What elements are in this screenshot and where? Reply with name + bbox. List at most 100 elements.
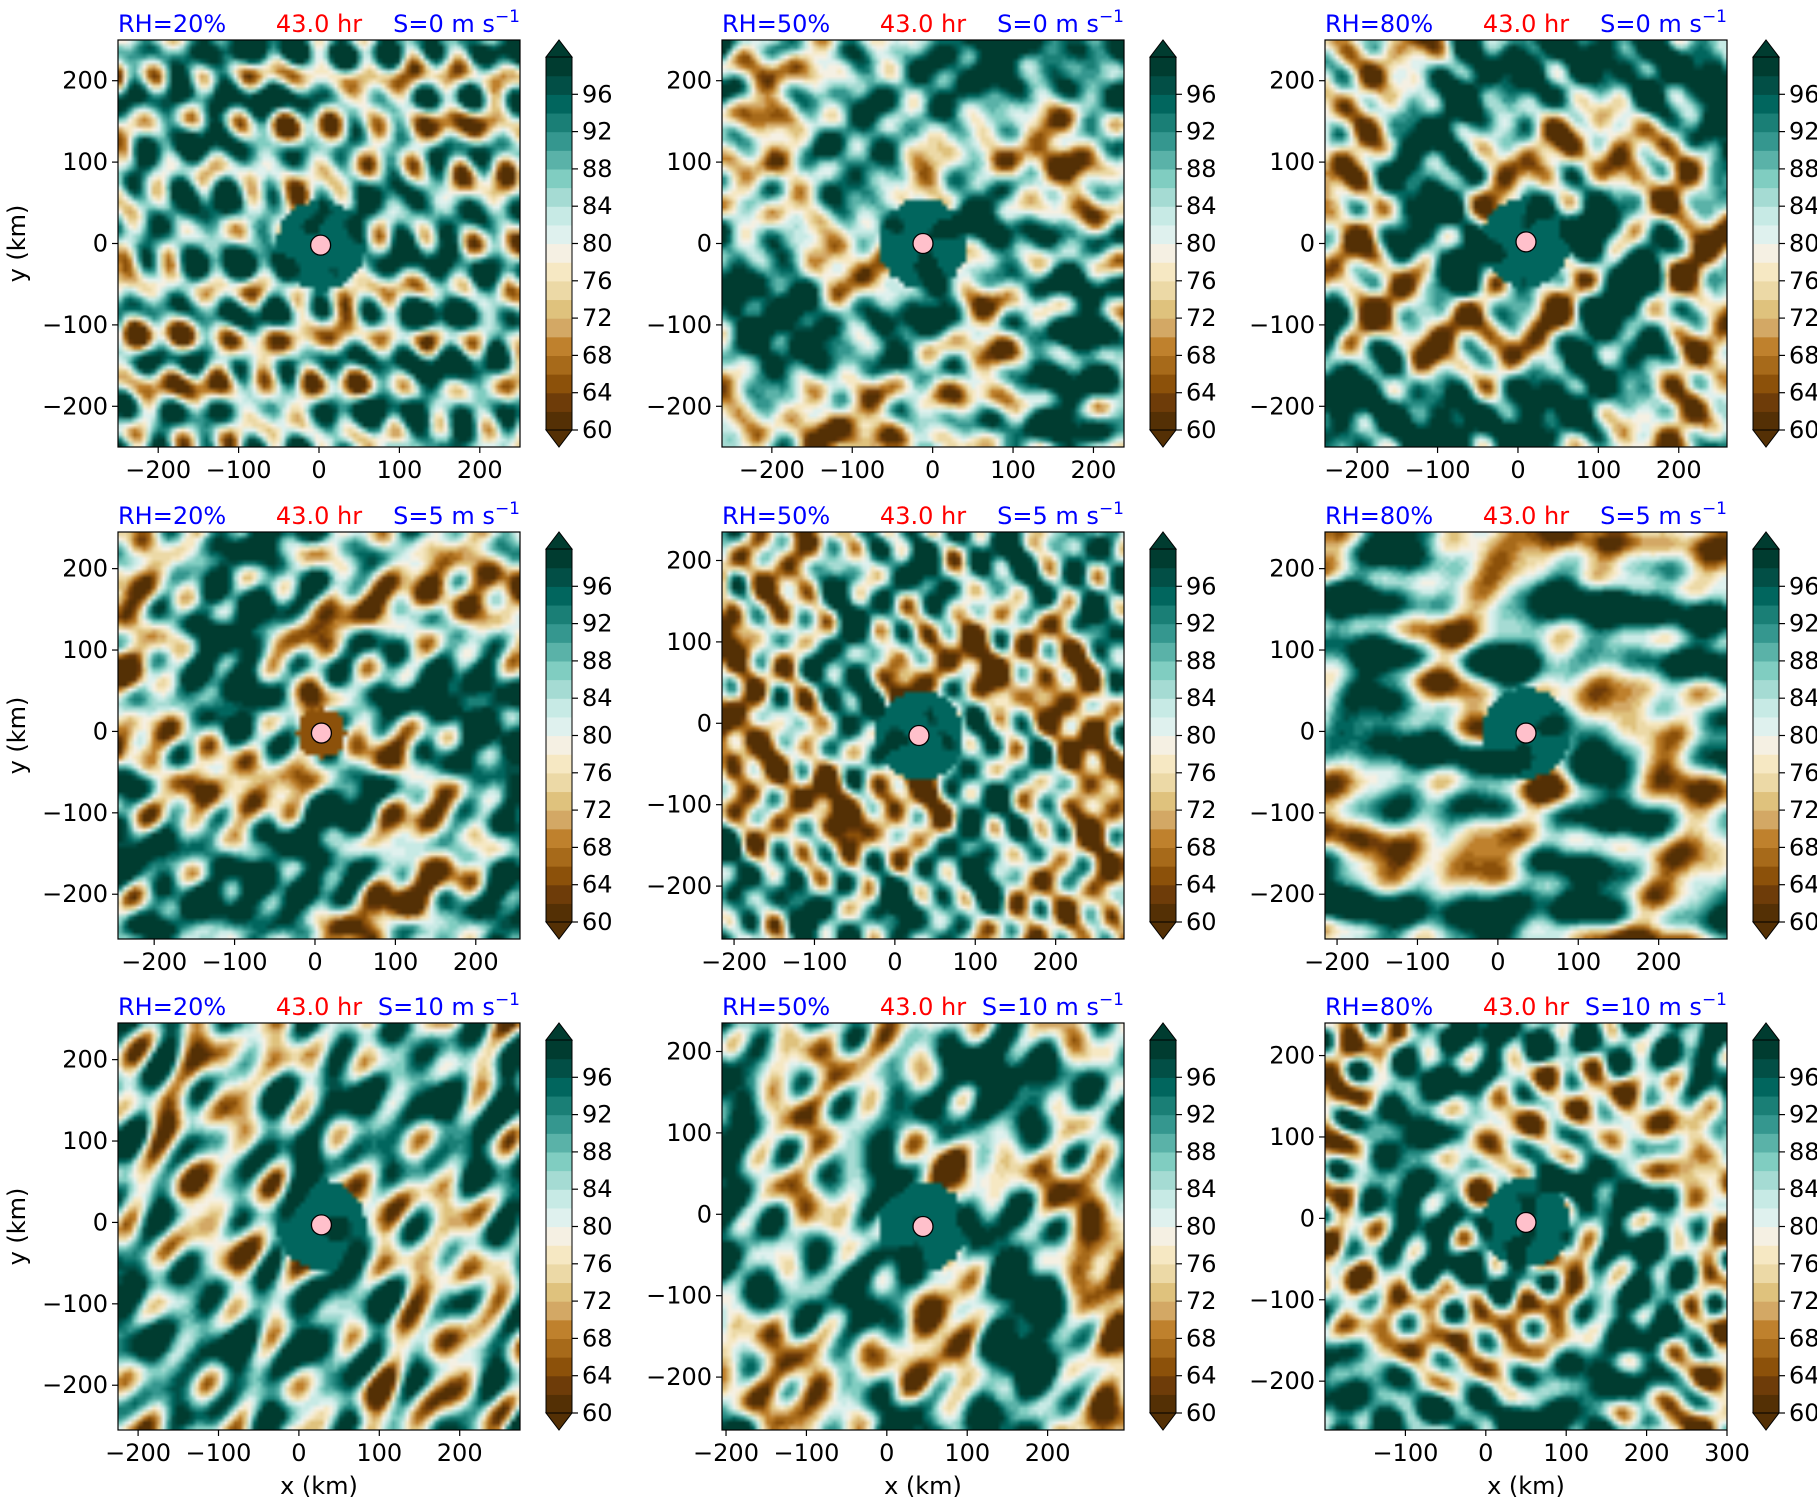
colorbar-tick-label: 64 xyxy=(1789,871,1817,899)
title-right: S=0 m s−1 xyxy=(393,7,520,38)
colorbar-extend-max xyxy=(544,531,574,550)
colorbar-extend-max xyxy=(544,1022,574,1041)
colorbar-segment xyxy=(1753,884,1779,904)
title-superscript: −1 xyxy=(1702,7,1727,27)
colorbar-segment xyxy=(1150,791,1176,811)
colorbar-segment xyxy=(1150,94,1176,114)
colorbar-segment xyxy=(546,1077,572,1097)
colorbar-tick-label: 88 xyxy=(1789,647,1817,675)
colorbar-segment xyxy=(1753,1058,1779,1078)
colorbar-segment xyxy=(1150,716,1176,737)
colorbar-tick-label: 72 xyxy=(1789,304,1817,332)
y-axis-label: y (km) xyxy=(3,1188,31,1266)
colorbar-tick-label: 88 xyxy=(582,155,613,183)
title-center: 43.0 hr xyxy=(276,502,362,530)
y-tick-label: −200 xyxy=(646,392,712,420)
y-tick-label: −200 xyxy=(42,392,108,420)
x-tick-label: −100 xyxy=(1384,948,1450,976)
x-tick-label: 100 xyxy=(372,948,418,976)
colorbar-tick-label: 76 xyxy=(1789,1250,1817,1278)
x-tick-label: −200 xyxy=(1304,948,1370,976)
colorbar-segment xyxy=(546,168,572,189)
colorbar-segment xyxy=(546,75,572,95)
colorbar-tick-label: 92 xyxy=(582,1101,613,1129)
colorbar-tick-label: 64 xyxy=(1186,379,1217,407)
colorbar-tick-label: 80 xyxy=(582,230,613,258)
colorbar-segment xyxy=(546,772,572,793)
title-superscript: −1 xyxy=(495,499,520,519)
y-tick-label: 200 xyxy=(1269,1042,1315,1070)
colorbar-segment xyxy=(1150,660,1176,681)
colorbar-segment xyxy=(546,1170,572,1190)
colorbar-tick-label: 72 xyxy=(1186,1287,1217,1315)
y-tick-label: −200 xyxy=(646,872,712,900)
colorbar-segment xyxy=(1150,411,1176,431)
colorbar-segment xyxy=(546,866,572,886)
colorbar-segment xyxy=(1753,75,1779,95)
title-right: S=5 m s−1 xyxy=(1600,499,1727,530)
colorbar-segment xyxy=(1753,1301,1779,1321)
colorbar-tick-label: 72 xyxy=(1789,796,1817,824)
colorbar-segment xyxy=(1753,1375,1779,1395)
x-tick-label: −200 xyxy=(125,456,191,484)
colorbar-segment xyxy=(546,1357,572,1377)
colorbar-segment xyxy=(546,679,572,699)
colorbar-segment xyxy=(1753,828,1779,848)
colorbar-tick-label: 76 xyxy=(1186,1250,1217,1278)
plot-frame xyxy=(117,1022,521,1431)
colorbar-segment xyxy=(1753,355,1779,375)
colorbar-segment xyxy=(546,791,572,811)
y-tick-label: −100 xyxy=(42,1290,108,1318)
y-tick-label: −200 xyxy=(1249,392,1315,420)
colorbar-tick-label: 68 xyxy=(582,341,613,369)
x-tick-label: 200 xyxy=(1025,1439,1071,1467)
colorbar-segment xyxy=(1150,1058,1176,1078)
colorbar-tick-label: 92 xyxy=(1789,1101,1817,1129)
title-right: S=5 m s−1 xyxy=(997,499,1124,530)
y-tick-label: 200 xyxy=(62,67,108,95)
storm-center-marker xyxy=(912,232,934,255)
colorbar-segment xyxy=(1150,112,1176,133)
colorbar-segment xyxy=(1753,336,1779,356)
colorbar-segment xyxy=(1753,791,1779,811)
x-tick-label: 300 xyxy=(1704,1439,1750,1467)
colorbar-tick-label: 76 xyxy=(582,1250,613,1278)
colorbar-tick-label: 84 xyxy=(1186,684,1217,712)
colorbar-segment xyxy=(1150,754,1176,774)
subplot-0-1: −200 −100 0 100 200 −200 −100 0 100 200 RH=50% 43.0… xyxy=(646,7,1216,484)
colorbar-segment xyxy=(1150,206,1176,226)
colorbar-tick-label: 60 xyxy=(1789,416,1817,444)
y-tick-label: 0 xyxy=(93,717,108,745)
x-tick-label: −100 xyxy=(781,948,847,976)
colorbar-tick-label: 84 xyxy=(1186,192,1217,220)
y-tick-label: 200 xyxy=(62,555,108,583)
subplot-0-0: −200 −100 0 100 200 −200 −100 0 100 200 y (km) RH=2… xyxy=(3,7,613,484)
colorbar-segment xyxy=(1150,336,1176,356)
colorbar-tick-label: 60 xyxy=(582,908,613,936)
colorbar-tick-label: 80 xyxy=(582,722,613,750)
colorbar-segment xyxy=(1150,1226,1176,1246)
colorbar-segment xyxy=(546,660,572,681)
colorbar-segment xyxy=(1150,604,1176,625)
storm-center-marker xyxy=(908,724,930,747)
colorbar: 96 92 88 84 80 76 72 68 64 60 xyxy=(544,1022,613,1431)
colorbar-segment xyxy=(1150,57,1176,77)
colorbar: 96 92 88 84 80 76 72 68 64 60 xyxy=(1148,531,1217,940)
colorbar-extend-min xyxy=(544,429,574,448)
colorbar-segment xyxy=(546,1245,572,1265)
colorbar-segment xyxy=(546,206,572,226)
x-tick-label: 0 xyxy=(879,1439,894,1467)
x-tick-label: 200 xyxy=(1636,948,1682,976)
title-right: S=10 m s−1 xyxy=(1585,990,1727,1021)
colorbar-segment xyxy=(546,94,572,114)
colorbar-segment xyxy=(1150,903,1176,923)
x-tick-label: −100 xyxy=(819,456,885,484)
y-tick-label: 0 xyxy=(1300,230,1315,258)
y-tick-label: 0 xyxy=(697,1200,712,1228)
colorbar-segment xyxy=(1150,847,1176,867)
colorbar-tick-label: 80 xyxy=(582,1213,613,1241)
y-tick-label: −100 xyxy=(42,799,108,827)
colorbar-tick-label: 72 xyxy=(1186,796,1217,824)
colorbar-segment xyxy=(1753,280,1779,301)
colorbar-extend-min xyxy=(1148,1412,1178,1431)
